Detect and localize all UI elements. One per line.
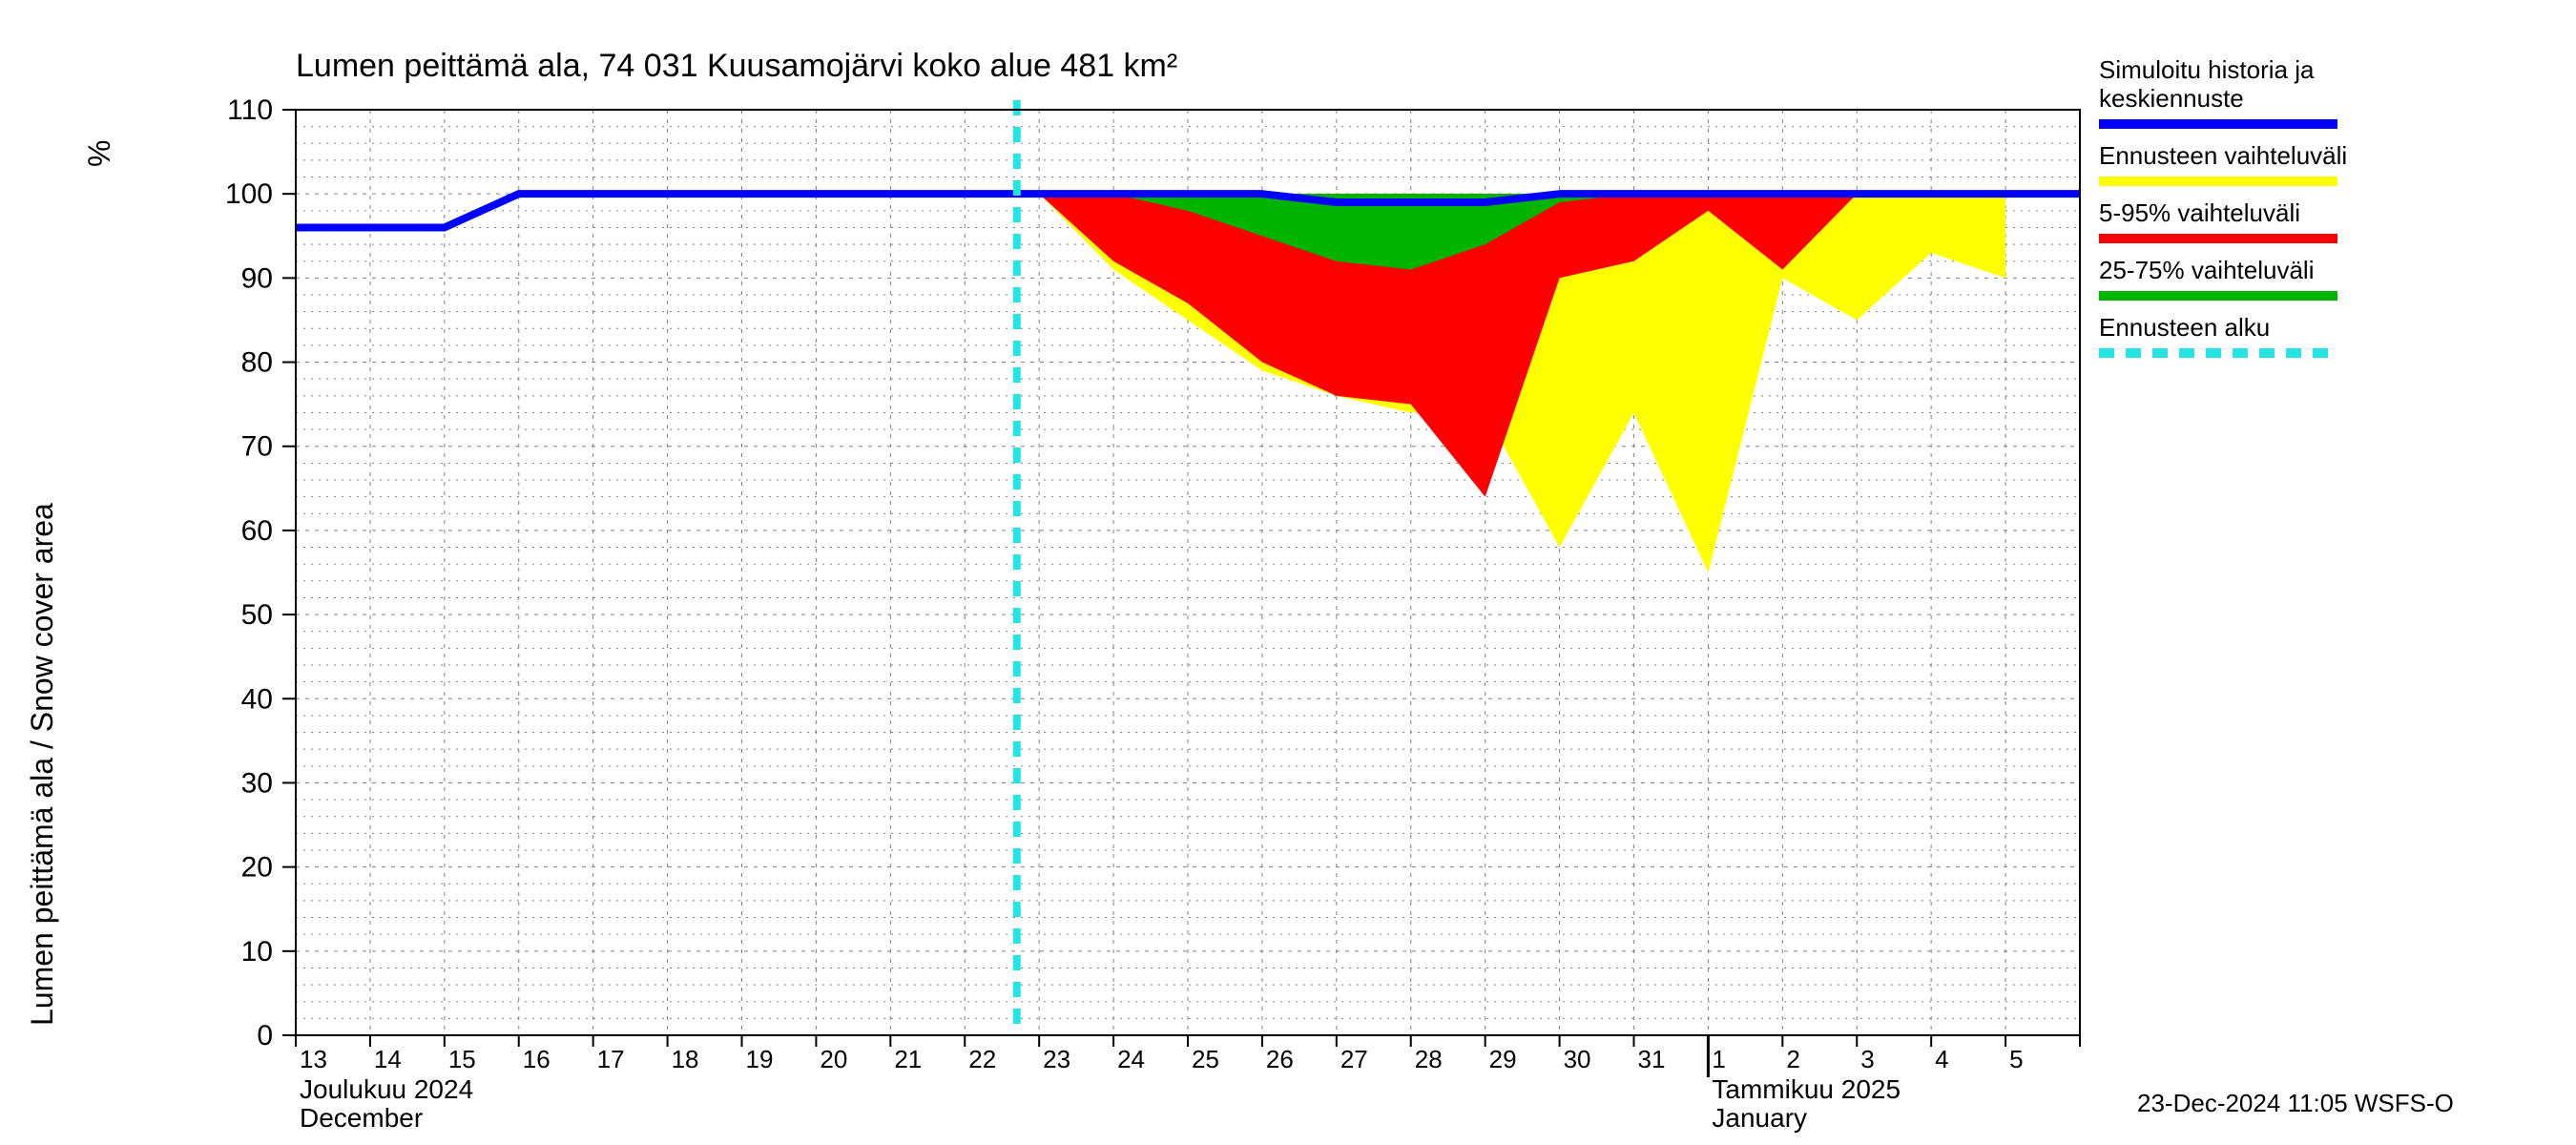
xtick-label: 14 bbox=[374, 1045, 402, 1073]
legend-label: 25-75% vaihteluväli bbox=[2099, 256, 2314, 284]
ytick-label: 30 bbox=[241, 767, 273, 799]
xtick-label: 21 bbox=[894, 1045, 922, 1073]
xtick-label: 3 bbox=[1860, 1045, 1874, 1073]
legend-label: Simuloitu historia ja bbox=[2099, 55, 2315, 84]
xtick-label: 31 bbox=[1638, 1045, 1666, 1073]
xtick-label: 28 bbox=[1415, 1045, 1443, 1073]
xtick-label: 1 bbox=[1712, 1045, 1725, 1073]
xtick-label: 23 bbox=[1043, 1045, 1070, 1073]
xtick-label: 16 bbox=[523, 1045, 551, 1073]
xtick-label: 18 bbox=[672, 1045, 699, 1073]
ytick-label: 40 bbox=[241, 683, 273, 715]
month-label-en: January bbox=[1712, 1103, 1807, 1133]
ytick-label: 80 bbox=[241, 347, 273, 379]
month-label: Joulukuu 2024 bbox=[300, 1074, 473, 1104]
y-axis-unit: % bbox=[82, 140, 116, 167]
xtick-label: 17 bbox=[597, 1045, 625, 1073]
chart-container: 0102030405060708090100110131415161718192… bbox=[0, 0, 2576, 1145]
month-label-en: December bbox=[300, 1103, 423, 1133]
ytick-label: 50 bbox=[241, 599, 273, 631]
ytick-label: 110 bbox=[227, 94, 273, 126]
xtick-label: 27 bbox=[1340, 1045, 1368, 1073]
xtick-label: 26 bbox=[1266, 1045, 1294, 1073]
legend-label: Ennusteen vaihteluväli bbox=[2099, 141, 2347, 170]
ytick-label: 0 bbox=[257, 1020, 273, 1051]
ytick-label: 10 bbox=[241, 936, 273, 968]
xtick-label: 15 bbox=[448, 1045, 476, 1073]
xtick-label: 2 bbox=[1786, 1045, 1799, 1073]
y-axis-label: Lumen peittämä ala / Snow cover area bbox=[25, 503, 59, 1026]
ytick-label: 20 bbox=[241, 852, 273, 884]
xtick-label: 25 bbox=[1192, 1045, 1219, 1073]
xtick-label: 4 bbox=[1935, 1045, 1948, 1073]
xtick-label: 24 bbox=[1117, 1045, 1145, 1073]
ytick-label: 100 bbox=[225, 178, 273, 210]
xtick-label: 30 bbox=[1564, 1045, 1591, 1073]
xtick-label: 20 bbox=[820, 1045, 847, 1073]
xtick-label: 19 bbox=[746, 1045, 774, 1073]
month-label: Tammikuu 2025 bbox=[1712, 1074, 1901, 1104]
ytick-label: 90 bbox=[241, 262, 273, 294]
legend-label: 5-95% vaihteluväli bbox=[2099, 198, 2300, 227]
footer-timestamp: 23-Dec-2024 11:05 WSFS-O bbox=[2137, 1089, 2454, 1117]
xtick-label: 13 bbox=[300, 1045, 327, 1073]
ytick-label: 70 bbox=[241, 431, 273, 463]
ytick-label: 60 bbox=[241, 515, 273, 547]
legend-label: Ennusteen alku bbox=[2099, 313, 2270, 342]
xtick-label: 5 bbox=[2009, 1045, 2023, 1073]
xtick-label: 29 bbox=[1489, 1045, 1517, 1073]
xtick-label: 22 bbox=[968, 1045, 996, 1073]
snow-cover-chart: 0102030405060708090100110131415161718192… bbox=[0, 0, 2576, 1145]
legend-label: keskiennuste bbox=[2099, 84, 2244, 113]
chart-bg bbox=[0, 0, 2576, 1145]
chart-title: Lumen peittämä ala, 74 031 Kuusamojärvi … bbox=[296, 48, 1177, 84]
